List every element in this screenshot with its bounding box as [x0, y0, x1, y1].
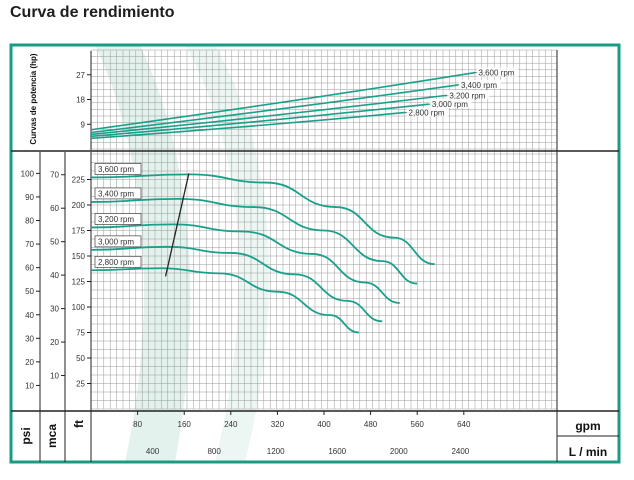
head-curve-label: 2,800 rpm: [98, 258, 134, 267]
power-tick-label: 9: [81, 120, 86, 129]
psi-tick-label: 60: [25, 264, 34, 273]
psi-tick-label: 80: [25, 217, 34, 226]
psi-tick-label: 30: [25, 334, 34, 343]
gpm-tick-label: 400: [317, 420, 331, 429]
head-curve: [90, 245, 383, 323]
power-label-bg: [447, 90, 490, 100]
gpm-tick-label: 320: [271, 420, 285, 429]
lmin-tick-label: 400: [146, 447, 160, 456]
power-curve-label: 3,200 rpm: [449, 91, 485, 100]
mca-tick-label: 60: [50, 204, 59, 213]
power-label-bg: [406, 107, 449, 117]
head-curve: [90, 173, 435, 266]
ft-tick-label: 175: [72, 227, 86, 236]
lmin-tick-label: 1600: [328, 447, 346, 456]
mca-tick-label: 20: [50, 338, 59, 347]
power-tick-label: 27: [76, 71, 85, 80]
head-curve-label: 3,200 rpm: [98, 215, 134, 224]
power-curve: [90, 84, 459, 134]
psi-tick-label: 20: [25, 358, 34, 367]
mca-tick-label: 50: [50, 238, 59, 247]
chart-frame: [9, 43, 621, 464]
psi-tick-label: 70: [25, 240, 34, 249]
power-tick-label: 18: [76, 96, 85, 105]
mca-tick-label: 40: [50, 271, 59, 280]
psi-tick-label: 100: [21, 169, 35, 178]
psi-tick-label: 40: [25, 311, 34, 320]
ft-tick-label: 225: [72, 176, 86, 185]
power-label-bg: [429, 99, 472, 109]
power-curve-label: 3,600 rpm: [478, 69, 514, 78]
lmin-axis-title: L / min: [569, 445, 607, 459]
gpm-axis-title: gpm: [575, 419, 600, 433]
head-curve-label: 3,400 rpm: [98, 189, 134, 198]
ft-tick-label: 125: [72, 278, 86, 287]
ft-tick-label: 75: [76, 329, 85, 338]
ft-tick-label: 25: [76, 380, 85, 389]
ft-axis-title: ft: [72, 420, 86, 428]
psi-axis-title: psi: [19, 427, 33, 444]
power-curve-label: 2,800 rpm: [409, 108, 445, 117]
head-curve: [90, 197, 418, 285]
psi-tick-label: 50: [25, 287, 34, 296]
head-label-box: [94, 255, 142, 268]
power-curve: [90, 71, 476, 131]
power-label-bg: [476, 67, 519, 77]
efficiency-line: [164, 173, 190, 277]
page-title: Curva de rendimiento: [10, 4, 175, 21]
lmin-tick-label: 1200: [267, 447, 285, 456]
psi-tick-label: 10: [25, 381, 34, 390]
gpm-tick-label: 80: [133, 420, 142, 429]
psi-tick-label: 90: [25, 193, 34, 202]
head-label-box: [94, 187, 142, 200]
head-label-box: [94, 213, 142, 225]
ft-tick-label: 150: [72, 252, 86, 261]
ft-tick-label: 200: [72, 201, 86, 210]
ft-tick-label: 50: [76, 354, 85, 363]
mca-tick-label: 70: [50, 171, 59, 180]
gpm-tick-label: 240: [224, 420, 238, 429]
lmin-tick-label: 2000: [390, 447, 408, 456]
gpm-tick-label: 480: [364, 420, 378, 429]
head-label-box: [94, 235, 142, 248]
head-curve: [90, 267, 360, 334]
gpm-tick-label: 560: [411, 420, 425, 429]
power-curve: [90, 103, 429, 138]
power-curve: [90, 94, 447, 136]
head-curve: [90, 223, 400, 304]
watermark-shape: [95, 45, 191, 462]
power-label-bg: [458, 79, 501, 89]
gpm-tick-label: 640: [457, 420, 471, 429]
mca-tick-label: 30: [50, 305, 59, 314]
power-axis-title: Curvas de potencia (hp): [29, 53, 38, 144]
lmin-tick-label: 800: [207, 447, 221, 456]
ft-tick-label: 100: [72, 303, 86, 312]
mca-axis-title: mca: [45, 424, 59, 448]
head-label-box: [94, 163, 142, 175]
head-curve-label: 3,000 rpm: [98, 237, 134, 246]
lmin-tick-label: 2400: [451, 447, 469, 456]
power-curve: [90, 111, 406, 140]
head-curve-label: 3,600 rpm: [98, 165, 134, 174]
gpm-tick-label: 160: [178, 420, 192, 429]
power-curve-label: 3,000 rpm: [432, 100, 468, 109]
power-curve-label: 3,400 rpm: [461, 81, 497, 90]
mca-tick-label: 10: [50, 372, 59, 381]
